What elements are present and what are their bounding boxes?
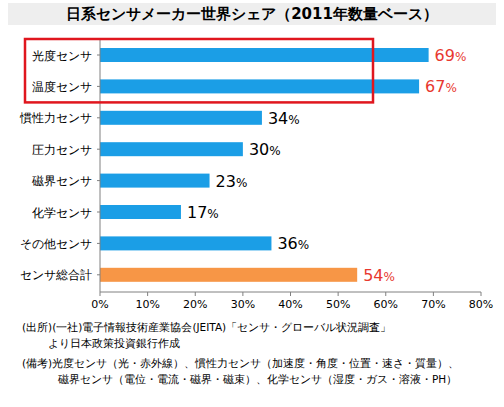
x-tick-label: 80% (469, 298, 493, 311)
category-label: 圧力センサ (32, 143, 92, 157)
y-tick (97, 149, 100, 150)
bar (100, 174, 210, 188)
category-label: センサ総合計 (20, 268, 92, 282)
x-tick (338, 292, 339, 296)
data-label: 17% (187, 203, 219, 222)
data-label: 30% (249, 140, 281, 159)
category-label: 温度センサ (32, 80, 92, 94)
note: 磁界センサ（電位・電流・磁界・磁束）、化学センサ（湿度・ガス・溶液・PH） (57, 373, 457, 385)
bar (100, 48, 429, 62)
data-label: 36% (277, 234, 309, 253)
x-tick (481, 292, 482, 296)
y-tick (97, 243, 100, 244)
category-label: 磁界センサ (31, 174, 92, 188)
x-tick (290, 292, 291, 296)
data-label: 54% (363, 266, 395, 285)
data-label: 67% (425, 77, 457, 96)
y-tick (97, 180, 100, 181)
bar (100, 111, 262, 125)
note: より日本政策投資銀行作成 (48, 337, 180, 349)
note: (備考)光度センサ（光・赤外線）、慣性力センサ（加速度・角度・位置・速さ・質量）… (22, 357, 459, 369)
category-label: 光度センサ (32, 49, 92, 63)
x-tick-label: 10% (135, 298, 159, 311)
title-background (8, 3, 496, 25)
y-tick (97, 55, 100, 56)
bar (100, 142, 243, 156)
x-tick (433, 292, 434, 296)
highlight-box (25, 39, 373, 102)
category-label: 慣性力センサ (19, 111, 92, 125)
y-tick (97, 212, 100, 213)
x-tick (100, 292, 101, 296)
data-label: 23% (216, 172, 248, 191)
x-tick-label: 30% (231, 298, 255, 311)
y-tick (97, 274, 100, 275)
bar (100, 268, 357, 282)
x-tick-label: 60% (374, 298, 398, 311)
x-tick (242, 292, 243, 296)
y-axis (100, 40, 101, 292)
x-tick-label: 0% (91, 298, 108, 311)
x-tick (195, 292, 196, 296)
note: (出所)(一社)電子情報技術産業協会(JEITA)「センサ・グローバル状況調査」 (22, 321, 391, 333)
x-tick-label: 70% (421, 298, 445, 311)
y-tick (97, 117, 100, 118)
x-tick (147, 292, 148, 296)
data-label: 69% (435, 46, 467, 65)
bar (100, 236, 271, 250)
category-label: 化学センサ (32, 206, 92, 220)
category-label: その他センサ (20, 237, 92, 251)
bar (100, 79, 419, 93)
chart: 日系センサメーカー世界シェア（2011年数量ベース） 0% 10% 20% 30% 40%… (0, 0, 504, 407)
bar (100, 205, 181, 219)
y-tick (97, 86, 100, 87)
x-tick-label: 40% (278, 298, 302, 311)
x-tick (385, 292, 386, 296)
title: 日系センサメーカー世界シェア（2011年数量ベース） (66, 5, 438, 23)
x-tick-label: 20% (183, 298, 207, 311)
x-tick-label: 50% (326, 298, 350, 311)
bars (100, 48, 429, 282)
data-label: 34% (268, 109, 300, 128)
